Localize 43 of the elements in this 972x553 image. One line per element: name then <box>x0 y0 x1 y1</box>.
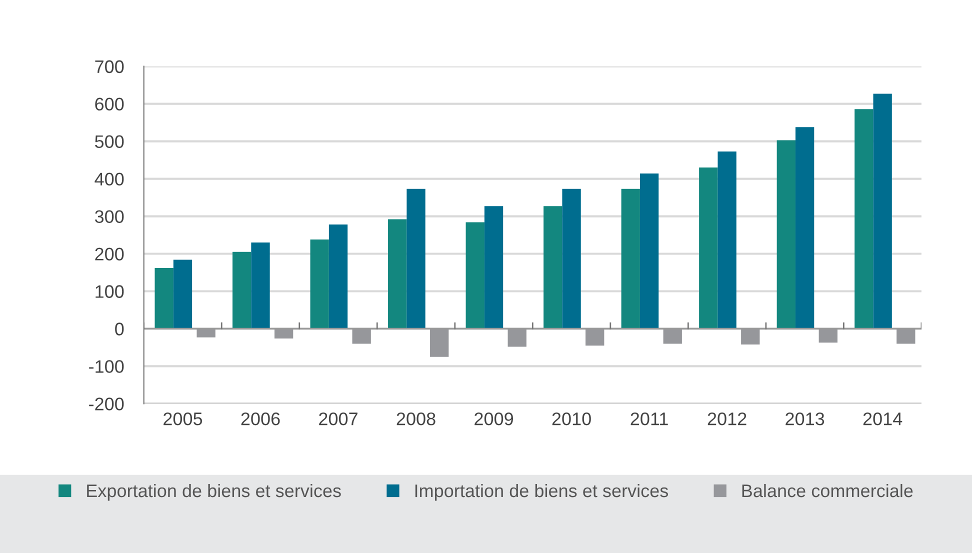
x-tick-label: 2013 <box>786 412 824 426</box>
x-tick-label: 2011 <box>630 412 668 426</box>
y-tick-label: 0 <box>115 322 124 336</box>
x-tick-label: 2012 <box>708 412 746 426</box>
bar <box>562 188 581 329</box>
bar <box>232 252 252 329</box>
bar <box>640 174 659 329</box>
bar <box>484 206 504 329</box>
x-tick-label: 2010 <box>552 412 591 426</box>
bar <box>466 222 484 329</box>
bar <box>328 224 348 329</box>
bar <box>873 94 892 329</box>
legend-label: Balance commerciale <box>742 484 913 498</box>
y-tick-label: 700 <box>95 60 124 74</box>
bar <box>621 188 640 329</box>
bar <box>388 219 407 329</box>
y-tick-label: 100 <box>96 285 124 298</box>
y-tick-label: -100 <box>89 360 124 373</box>
x-tick-label: 2009 <box>474 412 514 426</box>
x-tick-label: 2007 <box>319 412 358 426</box>
bar <box>406 188 426 329</box>
y-tick-label: 500 <box>95 135 124 148</box>
bar <box>544 206 562 329</box>
bar <box>310 240 329 329</box>
bar <box>776 140 796 329</box>
bar <box>718 151 736 329</box>
y-tick-label: 200 <box>95 248 124 260</box>
bar <box>154 268 174 329</box>
bar <box>699 168 718 329</box>
y-tick-label: 300 <box>94 210 124 224</box>
bar <box>251 242 270 329</box>
legend-label: Exportation de biens et services <box>87 484 341 501</box>
bar <box>173 260 192 329</box>
bar <box>854 109 874 329</box>
bar <box>795 127 814 329</box>
y-tick-label: -200 <box>89 398 124 410</box>
x-tick-label: 2006 <box>241 412 280 426</box>
legend-label: Importation de biens et services <box>415 484 668 501</box>
x-tick-label: 2014 <box>863 412 902 426</box>
y-tick-label: 400 <box>94 172 124 186</box>
y-tick-label: 600 <box>95 98 124 111</box>
x-tick-label: 2005 <box>164 412 202 426</box>
x-tick-label: 2008 <box>396 412 436 426</box>
